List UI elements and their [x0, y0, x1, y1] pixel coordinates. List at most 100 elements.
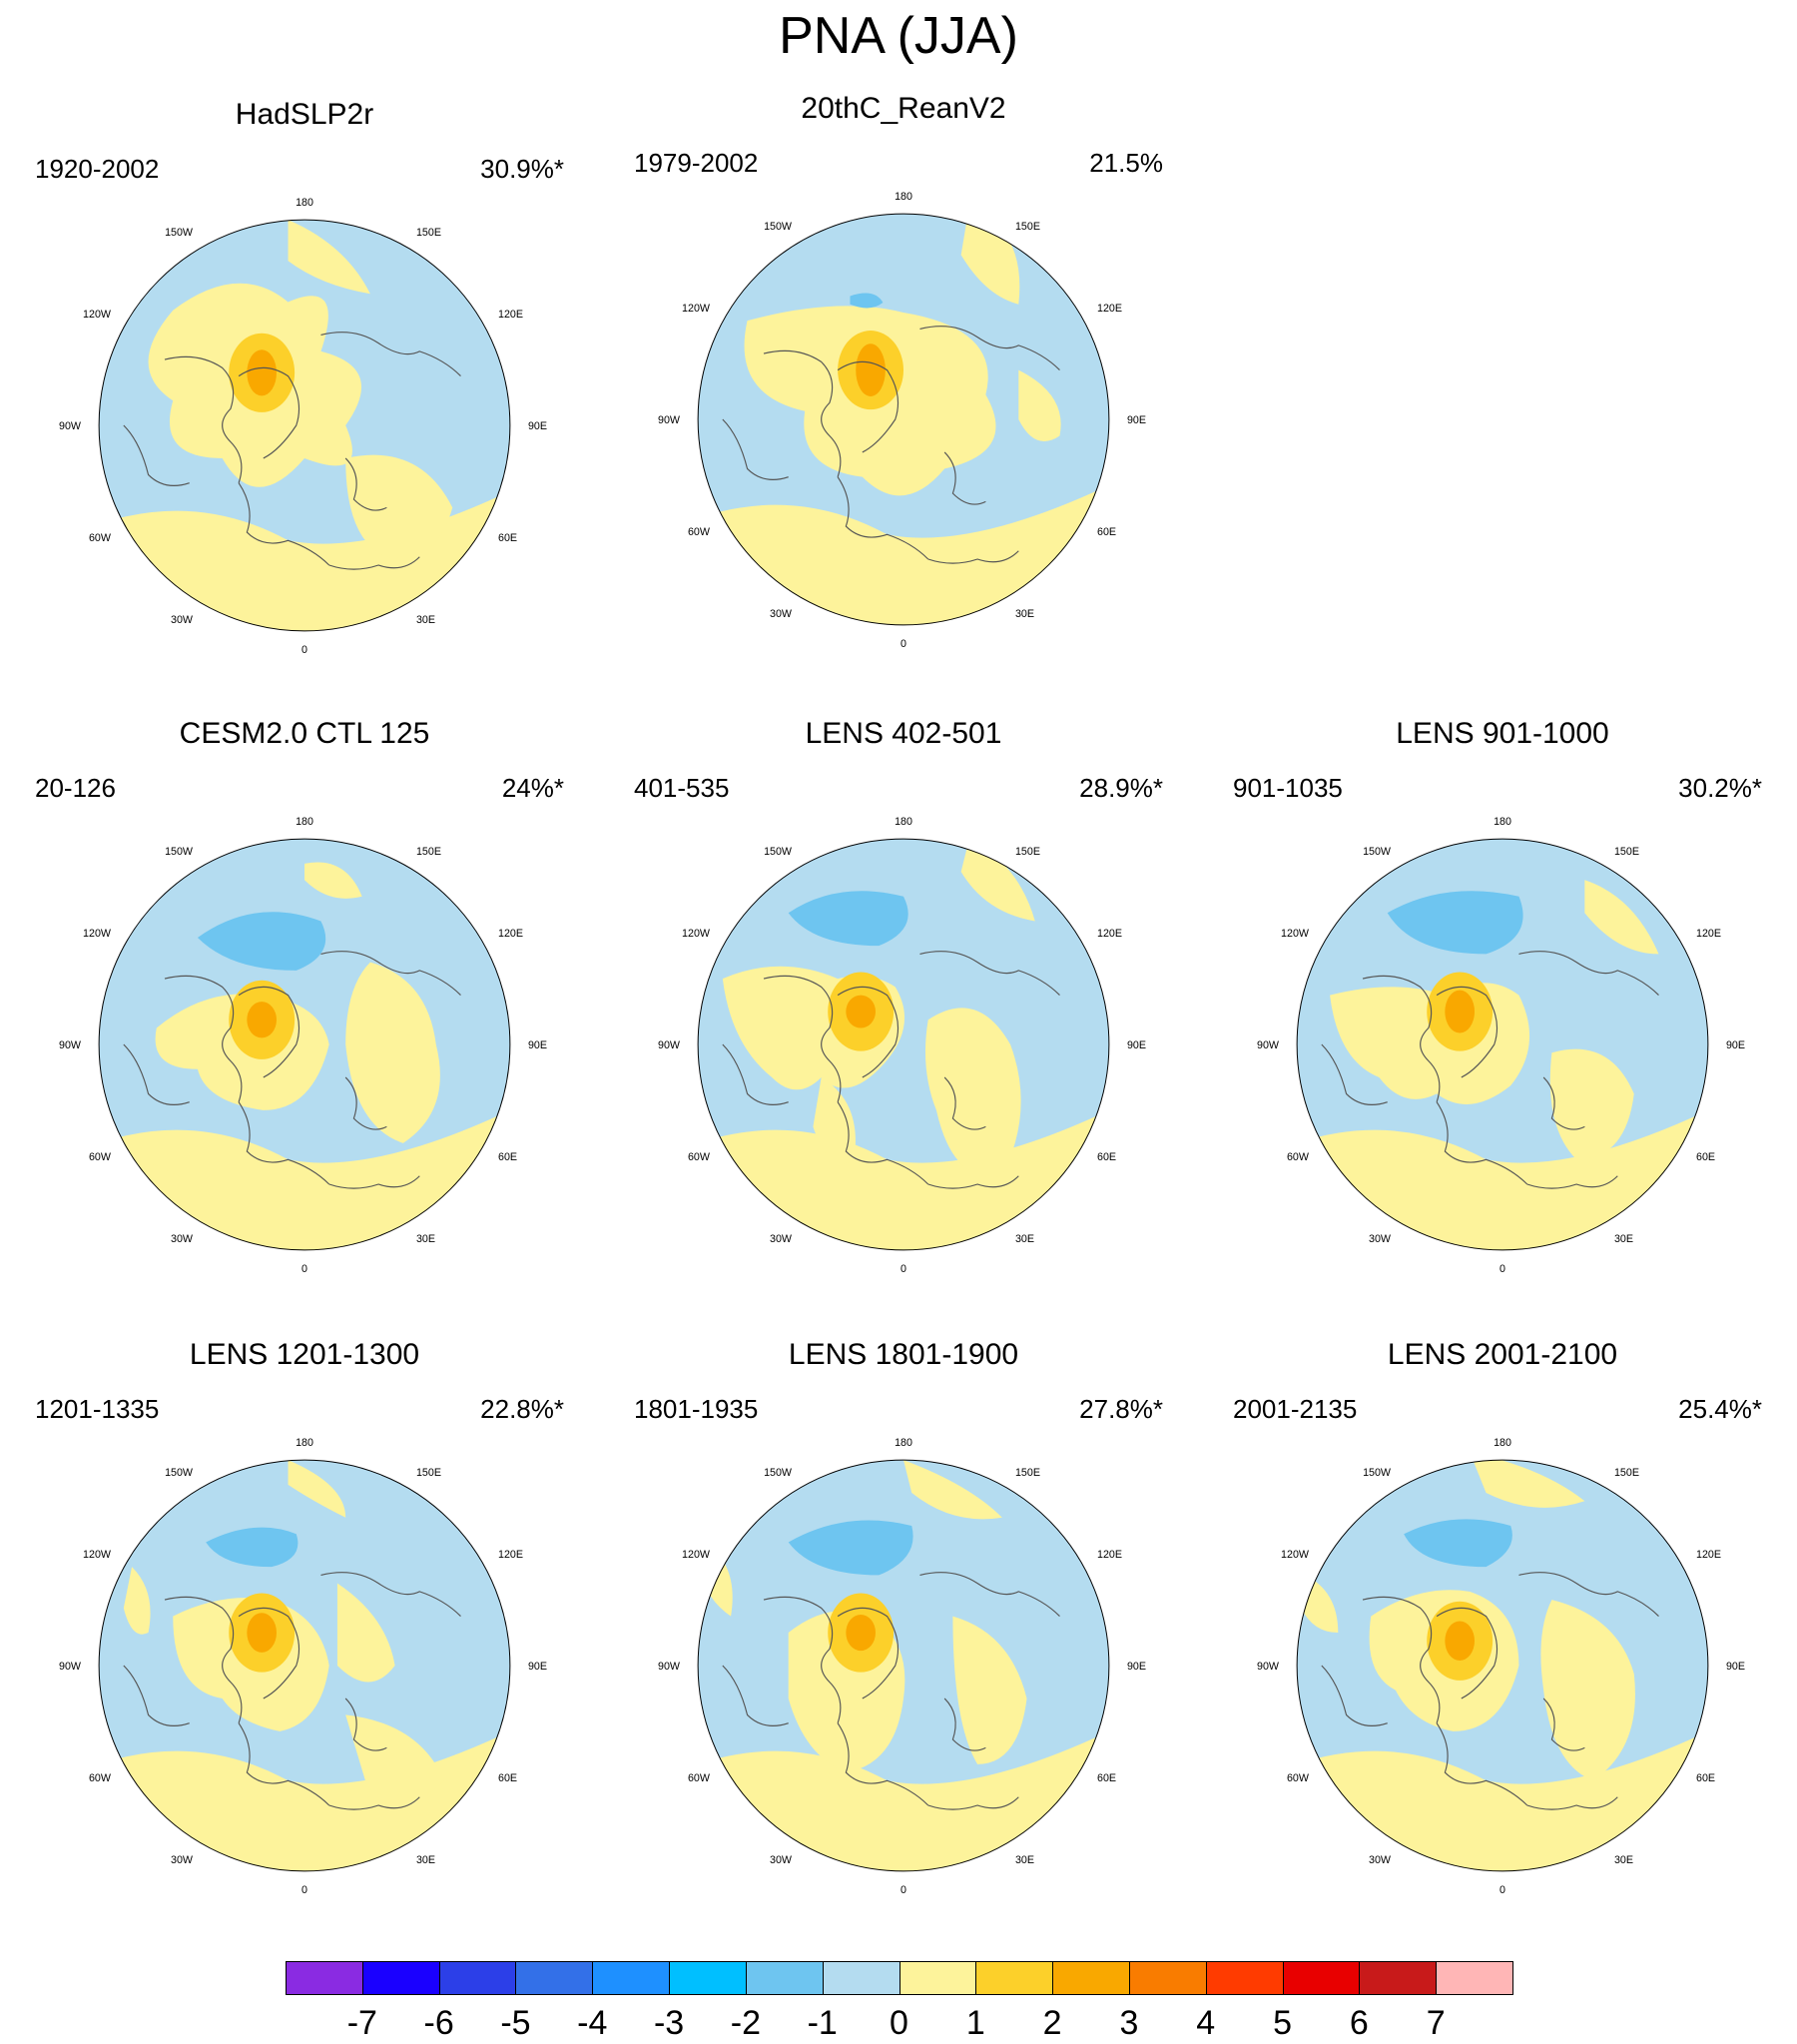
- negative-region: [850, 293, 884, 309]
- longitude-label: 150E: [416, 1467, 441, 1479]
- figure-title: PNA (JJA): [779, 7, 1018, 65]
- longitude-label: 90W: [59, 1661, 82, 1673]
- coastline: [1362, 1596, 1441, 1723]
- coastline: [722, 418, 789, 480]
- longitude-label: 60E: [1097, 1151, 1116, 1163]
- colorbar-label: 7: [1426, 2004, 1446, 2042]
- longitude-label: 120W: [682, 303, 711, 315]
- positive-region: [304, 862, 362, 899]
- variance-percent-label: 22.8%*: [480, 1394, 564, 1424]
- positive-max: [1445, 1621, 1475, 1662]
- panel-title: LENS 1801-1900: [788, 1338, 1019, 1371]
- colorbar-swatch: [745, 1961, 824, 1995]
- coastline: [763, 1596, 842, 1723]
- longitude-label: 0: [900, 1263, 906, 1275]
- colorbar-label: -6: [423, 2004, 454, 2042]
- longitude-label: 30W: [770, 1233, 793, 1245]
- coastline: [123, 424, 190, 486]
- variance-percent-label: 25.4%*: [1678, 1394, 1762, 1424]
- positive-region: [960, 839, 1035, 922]
- longitude-label: 30W: [171, 614, 194, 626]
- longitude-label: 60E: [1097, 526, 1116, 538]
- coastline: [320, 951, 461, 996]
- positive-region: [99, 1730, 510, 1871]
- longitude-label: 30W: [770, 608, 793, 620]
- colorbar-label: 5: [1273, 2004, 1293, 2042]
- map-border: [98, 838, 511, 1251]
- coastline: [919, 951, 1060, 996]
- map-border: [98, 219, 511, 632]
- longitude-label: 30E: [1614, 1854, 1633, 1866]
- longitude-label: 30E: [416, 614, 435, 626]
- colorbar-label: 4: [1196, 2004, 1216, 2042]
- map-border: [1296, 1459, 1709, 1872]
- negative-region: [788, 891, 908, 947]
- coastline: [837, 1722, 929, 1806]
- coastline: [1321, 1665, 1388, 1726]
- longitude-label: 90E: [1726, 1661, 1745, 1673]
- longitude-label: 120W: [83, 1549, 112, 1561]
- positive-region: [345, 962, 440, 1143]
- longitude-label: 180: [1494, 1437, 1511, 1449]
- coastline: [1542, 1076, 1585, 1130]
- positive-region: [140, 1159, 240, 1219]
- colorbar-swatch: [975, 1961, 1054, 1995]
- contour-field: [698, 214, 1109, 625]
- coastline: [943, 1698, 986, 1751]
- panel-title: LENS 901-1000: [1396, 717, 1609, 750]
- positive-region: [924, 1008, 1021, 1177]
- map-panel: CESM2.0 CTL 125 20-126 24%* 180 150E 120E 90E 6…: [25, 717, 584, 1296]
- colorbar-label: 1: [965, 2004, 985, 2042]
- longitude-label: 150W: [165, 846, 194, 858]
- coastline: [837, 476, 929, 560]
- colorbar: [286, 1961, 1513, 1995]
- coastline: [123, 1043, 190, 1105]
- longitude-label: 120E: [498, 1549, 523, 1561]
- colorbar-label: 2: [1042, 2004, 1062, 2042]
- longitude-label: 60W: [1287, 1151, 1310, 1163]
- colorbar-swatch: [822, 1961, 900, 1995]
- longitude-label: 90W: [1257, 1039, 1280, 1051]
- positive-max: [1445, 990, 1475, 1033]
- positive-region: [99, 1109, 510, 1250]
- longitude-label: 0: [301, 1263, 307, 1275]
- coastline: [123, 1665, 190, 1726]
- coastline: [1518, 951, 1659, 996]
- positive-region: [288, 1460, 346, 1518]
- positive-region: [952, 1616, 1027, 1764]
- coastline: [927, 550, 1019, 564]
- coastline: [927, 1796, 1019, 1810]
- colorbar-label: -4: [577, 2004, 608, 2042]
- variance-percent-label: 24%*: [501, 773, 564, 803]
- colorbar-swatch: [1359, 1961, 1438, 1995]
- longitude-label: 90W: [658, 1039, 681, 1051]
- negative-region: [1404, 1519, 1512, 1568]
- variance-percent-label: 30.2%*: [1678, 773, 1762, 803]
- positive-region: [1018, 369, 1061, 441]
- coastline: [1436, 986, 1498, 1078]
- longitude-label: 30W: [171, 1854, 194, 1866]
- longitude-label: 30E: [1015, 608, 1034, 620]
- period-label: 1201-1335: [35, 1394, 160, 1424]
- negative-region: [788, 1520, 913, 1576]
- longitude-label: 120E: [1097, 303, 1122, 315]
- colorbar-label: 0: [890, 2004, 908, 2042]
- longitude-label: 0: [301, 644, 307, 656]
- longitude-label: 120E: [1696, 928, 1721, 940]
- contour-field: [1297, 839, 1708, 1250]
- map-border: [697, 838, 1110, 1251]
- coastline: [238, 482, 330, 566]
- positive-region: [345, 454, 453, 558]
- colorbar-swatch: [361, 1961, 440, 1995]
- longitude-label: 30E: [416, 1233, 435, 1245]
- colorbar-swatch: [1282, 1961, 1361, 1995]
- coastline: [328, 1796, 420, 1810]
- longitude-label: 180: [296, 197, 313, 209]
- coastline: [1436, 1101, 1528, 1185]
- longitude-label: 90E: [528, 1661, 547, 1673]
- coastline: [238, 1607, 300, 1700]
- variance-percent-label: 27.8%*: [1079, 1394, 1163, 1424]
- longitude-label: 0: [1499, 1263, 1505, 1275]
- map-panel: LENS 1201-1300 1201-1335 22.8%* 180 150E 120E…: [25, 1338, 584, 1917]
- coastline: [763, 349, 842, 477]
